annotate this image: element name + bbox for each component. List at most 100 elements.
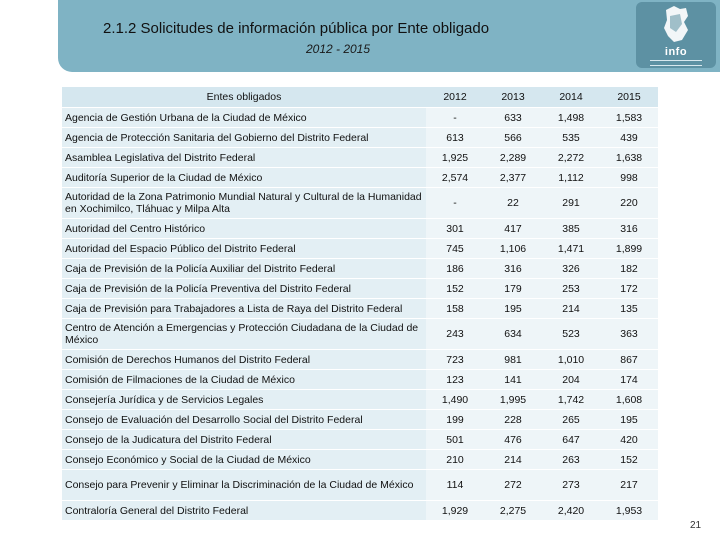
- count-cell-2013: 1,106: [484, 238, 542, 259]
- count-cell-2014: 2,272: [542, 147, 600, 168]
- table-row: Consejo para Prevenir y Eliminar la Disc…: [62, 469, 658, 501]
- count-cell-2012: -: [426, 187, 484, 219]
- count-cell-2012: 1,925: [426, 147, 484, 168]
- table-row: Caja de Previsión para Trabajadores a Li…: [62, 298, 658, 319]
- entity-name-cell: Autoridad del Espacio Público del Distri…: [62, 238, 426, 259]
- table-row: Agencia de Protección Sanitaria del Gobi…: [62, 127, 658, 148]
- count-cell-2015: 1,608: [600, 389, 658, 410]
- count-cell-2013: 476: [484, 429, 542, 450]
- entity-name-cell: Consejo de Evaluación del Desarrollo Soc…: [62, 409, 426, 430]
- entity-name-cell: Contraloría General del Distrito Federal: [62, 500, 426, 521]
- city-map-icon: [664, 6, 688, 42]
- page-header: 2.1.2 Solicitudes de información pública…: [58, 0, 720, 72]
- count-cell-2014: 291: [542, 187, 600, 219]
- count-cell-2012: 723: [426, 349, 484, 370]
- table-row: Contraloría General del Distrito Federal…: [62, 500, 658, 521]
- count-cell-2015: 1,583: [600, 107, 658, 128]
- table-row: Caja de Previsión de la Policía Preventi…: [62, 278, 658, 299]
- count-cell-2015: 152: [600, 449, 658, 470]
- count-cell-2014: 385: [542, 218, 600, 239]
- count-cell-2014: 326: [542, 258, 600, 279]
- table-body: Agencia de Gestión Urbana de la Ciudad d…: [62, 107, 658, 521]
- table-row: Consejo de la Judicatura del Distrito Fe…: [62, 429, 658, 450]
- count-cell-2012: 152: [426, 278, 484, 299]
- count-cell-2013: 417: [484, 218, 542, 239]
- table-row: Consejería Jurídica y de Servicios Legal…: [62, 389, 658, 410]
- count-cell-2015: 1,953: [600, 500, 658, 521]
- column-header-2015: 2015: [600, 87, 658, 108]
- count-cell-2012: 501: [426, 429, 484, 450]
- count-cell-2014: 647: [542, 429, 600, 450]
- count-cell-2013: 634: [484, 318, 542, 350]
- entity-name-cell: Comisión de Filmaciones de la Ciudad de …: [62, 369, 426, 390]
- count-cell-2013: 566: [484, 127, 542, 148]
- entity-name-cell: Consejo de la Judicatura del Distrito Fe…: [62, 429, 426, 450]
- count-cell-2015: 1,638: [600, 147, 658, 168]
- entity-name-cell: Autoridad de la Zona Patrimonio Mundial …: [62, 187, 426, 219]
- count-cell-2012: 1,490: [426, 389, 484, 410]
- table-header-row: Entes obligados 2012 2013 2014 2015: [62, 87, 658, 108]
- count-cell-2014: 1,498: [542, 107, 600, 128]
- count-cell-2015: 172: [600, 278, 658, 299]
- count-cell-2014: 523: [542, 318, 600, 350]
- entity-name-cell: Caja de Previsión de la Policía Auxiliar…: [62, 258, 426, 279]
- count-cell-2015: 420: [600, 429, 658, 450]
- entity-name-cell: Comisión de Derechos Humanos del Distrit…: [62, 349, 426, 370]
- entity-name-cell: Consejo para Prevenir y Eliminar la Disc…: [62, 469, 426, 501]
- count-cell-2015: 182: [600, 258, 658, 279]
- entity-name-cell: Consejería Jurídica y de Servicios Legal…: [62, 389, 426, 410]
- count-cell-2012: 114: [426, 469, 484, 501]
- info-logo: info: [636, 2, 716, 68]
- count-cell-2013: 141: [484, 369, 542, 390]
- entity-name-cell: Autoridad del Centro Histórico: [62, 218, 426, 239]
- table-row: Comisión de Derechos Humanos del Distrit…: [62, 349, 658, 370]
- count-cell-2012: 243: [426, 318, 484, 350]
- count-cell-2013: 2,377: [484, 167, 542, 188]
- page-subtitle: 2012 - 2015: [305, 42, 371, 56]
- count-cell-2013: 2,289: [484, 147, 542, 168]
- table-row: Agencia de Gestión Urbana de la Ciudad d…: [62, 107, 658, 128]
- count-cell-2015: 174: [600, 369, 658, 390]
- count-cell-2014: 263: [542, 449, 600, 470]
- count-cell-2014: 1,010: [542, 349, 600, 370]
- count-cell-2015: 1,899: [600, 238, 658, 259]
- requests-table-container: Entes obligados 2012 2013 2014 2015 Agen…: [62, 87, 658, 521]
- count-cell-2015: 135: [600, 298, 658, 319]
- count-cell-2014: 265: [542, 409, 600, 430]
- count-cell-2015: 220: [600, 187, 658, 219]
- count-cell-2012: 613: [426, 127, 484, 148]
- table-row: Consejo Económico y Social de la Ciudad …: [62, 449, 658, 470]
- requests-table: Entes obligados 2012 2013 2014 2015 Agen…: [62, 87, 658, 521]
- count-cell-2014: 253: [542, 278, 600, 299]
- count-cell-2014: 1,742: [542, 389, 600, 410]
- entity-name-cell: Consejo Económico y Social de la Ciudad …: [62, 449, 426, 470]
- count-cell-2012: 186: [426, 258, 484, 279]
- count-cell-2012: 301: [426, 218, 484, 239]
- count-cell-2013: 2,275: [484, 500, 542, 521]
- count-cell-2012: 199: [426, 409, 484, 430]
- page-number: 21: [690, 520, 702, 531]
- column-header-2013: 2013: [484, 87, 542, 108]
- count-cell-2014: 1,471: [542, 238, 600, 259]
- table-row: Caja de Previsión de la Policía Auxiliar…: [62, 258, 658, 279]
- count-cell-2014: 1,112: [542, 167, 600, 188]
- entity-name-cell: Caja de Previsión para Trabajadores a Li…: [62, 298, 426, 319]
- count-cell-2015: 998: [600, 167, 658, 188]
- entity-name-cell: Caja de Previsión de la Policía Preventi…: [62, 278, 426, 299]
- count-cell-2012: 745: [426, 238, 484, 259]
- entity-name-cell: Agencia de Protección Sanitaria del Gobi…: [62, 127, 426, 148]
- count-cell-2013: 272: [484, 469, 542, 501]
- count-cell-2013: 22: [484, 187, 542, 219]
- count-cell-2013: 179: [484, 278, 542, 299]
- table-row: Autoridad de la Zona Patrimonio Mundial …: [62, 187, 658, 219]
- count-cell-2013: 214: [484, 449, 542, 470]
- count-cell-2014: 535: [542, 127, 600, 148]
- logo-caption: [650, 60, 702, 66]
- column-header-entity: Entes obligados: [62, 87, 426, 108]
- count-cell-2012: 123: [426, 369, 484, 390]
- table-row: Consejo de Evaluación del Desarrollo Soc…: [62, 409, 658, 430]
- count-cell-2014: 2,420: [542, 500, 600, 521]
- count-cell-2015: 316: [600, 218, 658, 239]
- table-row: Asamblea Legislativa del Distrito Federa…: [62, 147, 658, 168]
- count-cell-2012: -: [426, 107, 484, 128]
